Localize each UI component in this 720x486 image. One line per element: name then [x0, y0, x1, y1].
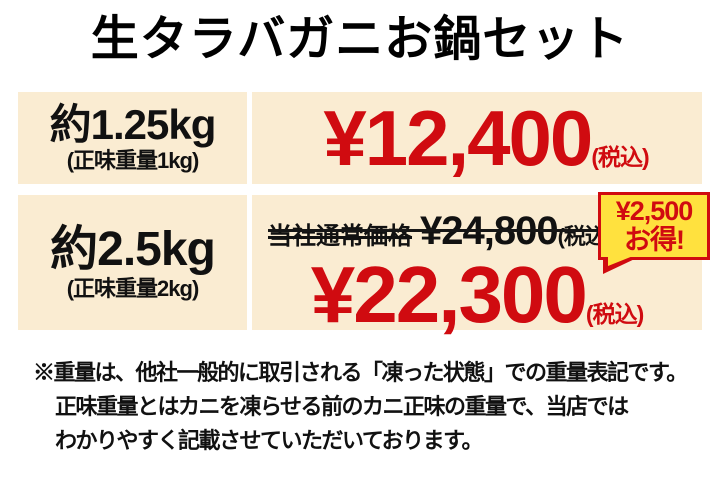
weight-box-2: 約2.5kg (正味重量2kg) [18, 195, 247, 330]
tax-included-label-2: (税込) [585, 301, 644, 327]
note-line-1: ※重量は、他社一般的に取引される「凍った状態」での重量表記です。 [33, 360, 688, 385]
regular-price-row: 当社通常価格 ¥24,800(税込) [268, 209, 613, 254]
weight-label-2: 約2.5kg [50, 222, 216, 276]
net-weight-label-1: (正味重量1kg) [66, 148, 200, 173]
price-line-1: ¥12,400(税込) [305, 93, 649, 184]
price-box-1: ¥12,400(税込) [252, 92, 702, 184]
price-value-2: ¥22,300 [310, 250, 588, 339]
price-value-1: ¥12,400 [323, 93, 593, 182]
regular-price-label: 当社通常価格 [268, 223, 412, 250]
strikethrough-line [268, 229, 613, 232]
note-line-3: わかりやすく記載させていただいております。 [55, 428, 483, 453]
weight-note: ※重量は、他社一般的に取引される「凍った状態」での重量表記です。 正味重量とはカ… [33, 356, 703, 458]
weight-box-1: 約1.25kg (正味重量1kg) [18, 92, 247, 184]
note-line-2: 正味重量とはカニを凍らせる前のカニ正味の重量で、当店では [55, 394, 629, 419]
net-weight-label-2: (正味重量2kg) [66, 275, 200, 301]
discount-badge: ¥2,500 お得! [598, 192, 710, 274]
discount-amount: ¥2,500 [615, 196, 694, 226]
price-line-2: ¥22,300(税込) [252, 255, 702, 358]
weight-label-1: 約1.25kg [49, 101, 217, 148]
tax-included-label-1: (税込) [591, 143, 649, 170]
discount-label: お得! [624, 225, 685, 255]
page-title: 生タラバガニお鍋セット [90, 13, 630, 66]
